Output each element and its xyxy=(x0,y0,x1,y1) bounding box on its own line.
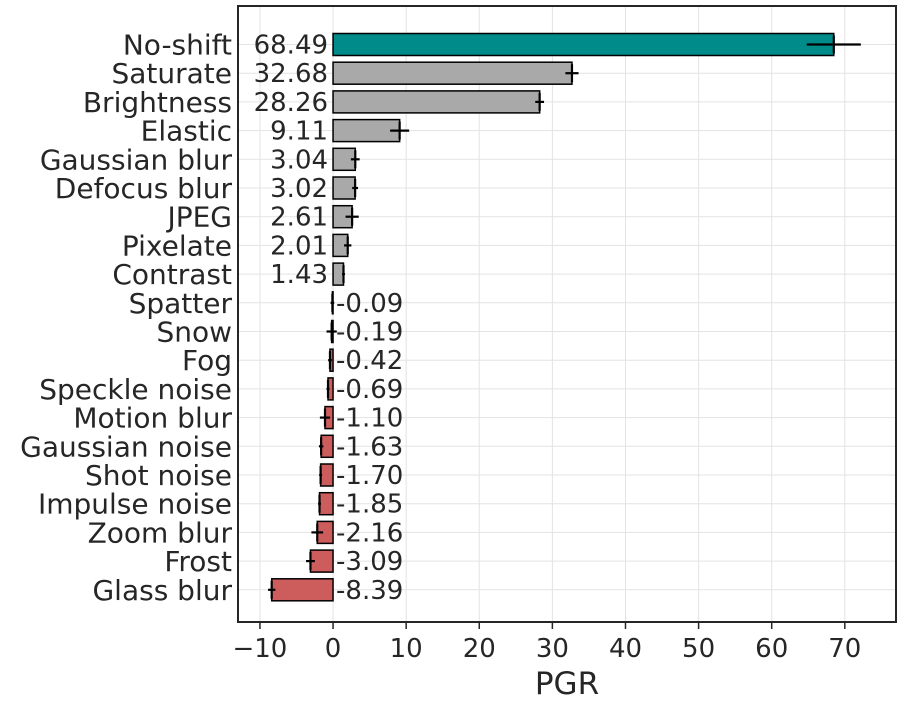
value-label: 68.49 xyxy=(254,31,328,61)
category-label: Elastic xyxy=(141,115,232,148)
bar xyxy=(270,578,334,602)
category-label: Zoom blur xyxy=(88,516,233,549)
category-label: No-shift xyxy=(123,29,232,62)
x-axis-title: PGR xyxy=(535,666,599,700)
category-label: Glass blur xyxy=(92,574,232,607)
value-label: -0.42 xyxy=(336,346,403,376)
category-label: Gaussian noise xyxy=(20,430,232,463)
bar xyxy=(332,262,345,286)
value-label: 1.43 xyxy=(270,260,328,290)
plot-frame xyxy=(237,5,897,623)
x-tick-label: 40 xyxy=(609,634,642,664)
value-label: -1.10 xyxy=(336,404,403,434)
bar xyxy=(332,32,835,57)
value-label: -0.09 xyxy=(336,289,403,319)
value-label: -1.63 xyxy=(336,432,403,462)
value-label: -3.09 xyxy=(336,547,403,577)
x-tick-label: 0 xyxy=(325,634,342,664)
x-tick-label: 60 xyxy=(755,634,788,664)
category-label: Defocus blur xyxy=(55,172,233,205)
value-label: 28.26 xyxy=(254,88,328,118)
category-label: JPEG xyxy=(165,201,232,234)
category-label: Motion blur xyxy=(73,402,232,435)
value-label: -0.69 xyxy=(336,375,403,405)
value-label: 3.02 xyxy=(270,174,328,204)
value-label: -0.19 xyxy=(336,318,403,348)
category-label: Impulse noise xyxy=(38,488,232,521)
bar xyxy=(332,118,401,143)
bar xyxy=(332,90,541,114)
value-label: -1.70 xyxy=(336,461,403,491)
category-label: Shot noise xyxy=(85,459,232,492)
value-label: -1.85 xyxy=(336,490,403,520)
x-tick-label: 50 xyxy=(682,634,715,664)
x-tick-label: 20 xyxy=(463,634,496,664)
bar xyxy=(318,491,334,516)
category-label: Speckle noise xyxy=(39,373,232,406)
value-label: -2.16 xyxy=(336,518,403,548)
category-label: Contrast xyxy=(112,258,232,291)
category-label: Saturate xyxy=(111,57,232,90)
value-label: 2.01 xyxy=(270,231,328,261)
bar xyxy=(332,176,356,200)
category-label: Brightness xyxy=(83,86,232,119)
x-tick-label: 10 xyxy=(390,634,423,664)
value-label: 2.61 xyxy=(270,203,328,233)
category-label: Spatter xyxy=(129,287,233,320)
category-label: Gaussian blur xyxy=(40,143,233,176)
bar xyxy=(319,463,334,487)
category-label: Frost xyxy=(164,545,232,578)
value-label: 3.04 xyxy=(270,145,328,175)
category-label: Fog xyxy=(182,344,232,377)
value-label: 32.68 xyxy=(254,59,328,89)
category-label: Snow xyxy=(156,316,232,349)
x-tick-label: 70 xyxy=(828,634,861,664)
category-label: Pixelate xyxy=(122,229,232,262)
bar xyxy=(332,61,573,85)
x-tick-label: 30 xyxy=(536,634,569,664)
x-tick-label: −10 xyxy=(232,634,287,664)
value-label: 9.11 xyxy=(270,117,328,147)
value-label: -8.39 xyxy=(336,576,403,606)
